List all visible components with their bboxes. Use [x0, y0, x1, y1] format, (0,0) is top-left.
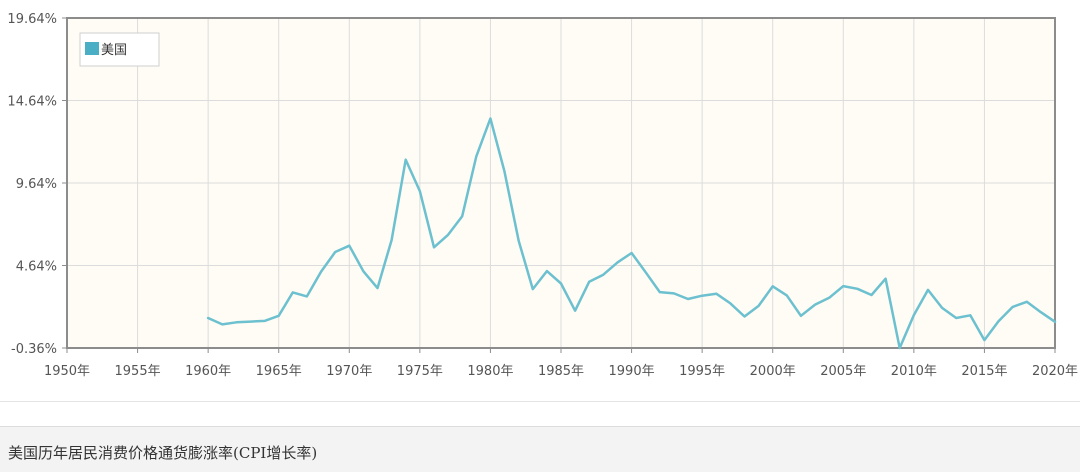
- x-tick-label: 1985年: [538, 364, 584, 379]
- x-tick-label: 1960年: [185, 364, 231, 379]
- x-tick-label: 2015年: [961, 364, 1007, 379]
- divider: [0, 401, 1080, 402]
- legend-swatch-us: [85, 42, 99, 55]
- y-tick-label: 4.64%: [16, 260, 57, 275]
- series-layer: [206, 117, 1057, 350]
- x-tick-label: 1965年: [256, 364, 302, 379]
- y-tick-label: 19.64%: [7, 12, 57, 27]
- legend[interactable]: 美国: [79, 32, 160, 67]
- x-tick-label: 2000年: [750, 364, 796, 379]
- x-tick-label: 1990年: [609, 364, 655, 379]
- x-tick-label: 1995年: [679, 364, 725, 379]
- x-tick-label: 1970年: [326, 364, 372, 379]
- x-tick-label: 1950年: [44, 364, 90, 379]
- x-tick-label: 2020年: [1032, 364, 1078, 379]
- x-tick-label: 1955年: [115, 364, 161, 379]
- y-tick-label: 14.64%: [7, 95, 57, 110]
- x-tick-label: 2005年: [820, 364, 866, 379]
- caption-bar: 美国历年居民消费价格通货膨涨率(CPI增长率): [0, 426, 1080, 472]
- line-chart: 1950年 1955年 1960年 1965年 1970年 1975年 1980年 1985年…: [7, 12, 1078, 379]
- series-line-us[interactable]: [206, 117, 1057, 350]
- legend-label-us: 美国: [101, 43, 127, 58]
- chart-area: 1950年 1955年 1960年 1965年 1970年 1975年 1980年 1985年…: [7, 12, 1078, 379]
- x-tick-label: 1975年: [397, 364, 443, 379]
- x-tick-label: 1980年: [467, 364, 513, 379]
- y-tick-label: 9.64%: [16, 177, 57, 192]
- x-tick-label: 2010年: [891, 364, 937, 379]
- y-tick-label: -0.36%: [11, 342, 57, 357]
- chart-caption: 美国历年居民消费价格通货膨涨率(CPI增长率): [8, 444, 318, 462]
- axis-ticks: 1950年 1955年 1960年 1965年 1970年 1975年 1980年 1985年…: [7, 12, 1078, 379]
